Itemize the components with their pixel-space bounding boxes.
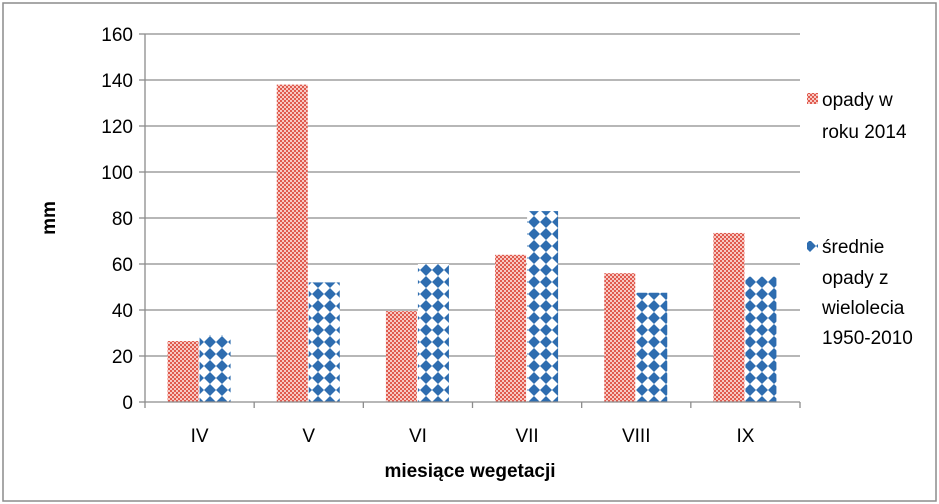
bar-opady-2014-V bbox=[276, 84, 308, 402]
bars bbox=[167, 84, 777, 402]
legend: opady w roku 2014 średnie opady z wielol… bbox=[807, 90, 913, 349]
x-tick-label: IV bbox=[191, 426, 209, 447]
x-tick-label: VIII bbox=[622, 426, 651, 447]
legend-item-multiyear: średnie opady z wielolecia 1950-2010 bbox=[807, 237, 913, 349]
y-tick-label: 160 bbox=[101, 25, 133, 46]
bar-opady-2014-IV bbox=[167, 341, 199, 402]
y-axis-ticks: 0 20 40 60 80 100 120 140 160 bbox=[101, 25, 145, 414]
x-axis-ticks: IV V VI VII VIII IX bbox=[144, 402, 801, 447]
y-axis-title: mm bbox=[39, 201, 60, 235]
bar-srednie-wielolecie-VI bbox=[417, 264, 449, 402]
legend-label-2014: opady w roku 2014 bbox=[822, 90, 907, 143]
legend-swatch-2014 bbox=[807, 93, 818, 104]
bar-srednie-wielolecie-VIII bbox=[636, 292, 668, 402]
x-tick-label: IX bbox=[736, 426, 754, 447]
bar-opady-2014-VIII bbox=[604, 273, 636, 402]
y-tick-label: 120 bbox=[101, 117, 133, 138]
legend-item-2014: opady w roku 2014 bbox=[807, 90, 907, 143]
y-tick-label: 20 bbox=[112, 347, 133, 368]
legend-swatch-multiyear bbox=[807, 241, 818, 252]
y-tick-label: 140 bbox=[101, 71, 133, 92]
bar-srednie-wielolecie-IX bbox=[745, 276, 777, 402]
x-tick-label: VII bbox=[515, 426, 538, 447]
x-tick-label: VI bbox=[409, 426, 427, 447]
y-tick-label: 100 bbox=[101, 163, 133, 184]
y-tick-label: 60 bbox=[112, 255, 133, 276]
bar-opady-2014-VII bbox=[495, 254, 527, 402]
x-tick-label: V bbox=[302, 426, 315, 447]
grid-lines bbox=[145, 33, 800, 357]
legend-label-multiyear: średnie opady z wielolecia 1950-2010 bbox=[821, 237, 913, 349]
bar-srednie-wielolecie-IV bbox=[199, 335, 231, 402]
y-tick-label: 0 bbox=[122, 393, 133, 414]
bar-opady-2014-IX bbox=[713, 232, 745, 402]
bar-opady-2014-VI bbox=[385, 311, 417, 402]
bar-srednie-wielolecie-VII bbox=[527, 211, 559, 402]
y-tick-label: 40 bbox=[112, 301, 133, 322]
x-axis-title: miesiące wegetacji bbox=[384, 461, 555, 482]
y-tick-label: 80 bbox=[112, 209, 133, 230]
bar-srednie-wielolecie-V bbox=[308, 282, 340, 402]
